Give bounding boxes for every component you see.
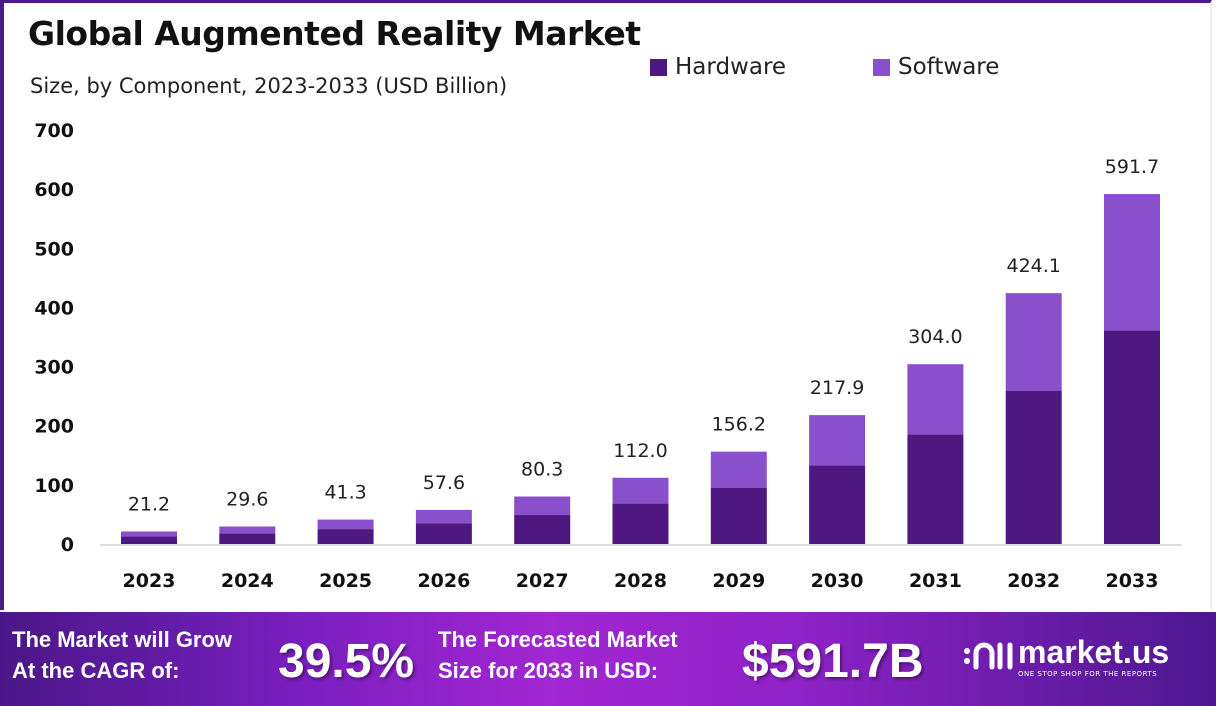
- forecast-caption: The Forecasted Market Size for 2033 in U…: [438, 624, 678, 686]
- bar-hardware: [1104, 330, 1160, 544]
- bar-hardware: [514, 515, 571, 544]
- data-label: 217.9: [810, 377, 864, 399]
- data-label: 80.3: [521, 459, 563, 481]
- bar-software: [809, 415, 866, 466]
- footer-banner: The Market will Grow At the CAGR of: 39.…: [0, 612, 1216, 706]
- logo-icon: [964, 642, 1013, 670]
- x-tick-label: 2032: [1007, 570, 1060, 592]
- logo-tagline: ONE STOP SHOP FOR THE REPORTS: [1018, 670, 1158, 678]
- y-tick-label: 700: [34, 120, 74, 142]
- data-label: 304.0: [908, 326, 962, 348]
- data-label: 112.0: [613, 440, 667, 462]
- y-tick-label: 500: [34, 238, 74, 260]
- bar-chart: 0 100 200 300 400 500 600 700 21.2 2023 29.6 2024 41…: [34, 120, 1182, 592]
- bar-software: [1005, 293, 1062, 391]
- x-tick-label: 2031: [909, 570, 962, 592]
- data-label: 591.7: [1105, 156, 1159, 178]
- forecast-value: $591.7B: [742, 635, 924, 688]
- bar-hardware: [710, 487, 767, 544]
- legend-label-software: Software: [898, 54, 1000, 80]
- x-tick-label: 2030: [811, 570, 864, 592]
- legend-swatch-hardware: [650, 58, 667, 76]
- x-tick-label: 2028: [614, 570, 667, 592]
- cagr-caption-line1: The Market will Grow: [12, 627, 233, 652]
- y-tick-label: 600: [34, 179, 74, 201]
- logo-name: market.us: [1018, 634, 1170, 670]
- bar-software: [907, 364, 964, 435]
- bar-software: [1104, 194, 1160, 331]
- legend-swatch-software: [873, 58, 890, 76]
- bar-software: [710, 451, 767, 488]
- x-tick-label: 2026: [417, 570, 470, 592]
- legend-item-hardware: Hardware: [650, 54, 786, 80]
- bar-software: [514, 496, 571, 516]
- data-label: 29.6: [226, 488, 268, 510]
- x-tick-label: 2024: [221, 570, 274, 592]
- bar-hardware: [1005, 390, 1062, 544]
- bar-hardware: [907, 434, 964, 544]
- y-tick-label: 0: [61, 534, 74, 556]
- chart-title: Global Augmented Reality Market: [28, 14, 641, 53]
- bar-software: [612, 477, 669, 504]
- cagr-caption: The Market will Grow At the CAGR of:: [12, 624, 232, 686]
- bar-hardware: [612, 503, 669, 544]
- x-tick-label: 2033: [1106, 570, 1159, 592]
- bar-software: [219, 526, 276, 534]
- bar-software: [121, 531, 177, 537]
- data-label: 57.6: [423, 472, 465, 494]
- bar-hardware: [415, 523, 472, 544]
- bar-hardware: [809, 465, 866, 544]
- data-label: 41.3: [324, 482, 366, 504]
- y-tick-label: 400: [34, 297, 74, 319]
- chart-frame: [0, 0, 1212, 610]
- bar-software: [415, 509, 472, 524]
- legend-item-software: Software: [873, 54, 999, 80]
- data-label: 156.2: [712, 414, 766, 436]
- x-tick-label: 2027: [516, 570, 569, 592]
- bar-hardware: [121, 536, 177, 544]
- bar-hardware: [317, 529, 374, 544]
- data-label: 424.1: [1006, 255, 1060, 277]
- data-label: 21.2: [128, 493, 170, 515]
- bar-software: [317, 519, 374, 530]
- market-us-logo: market.us ONE STOP SHOP FOR THE REPORTS: [962, 636, 1169, 678]
- x-tick-label: 2025: [319, 570, 372, 592]
- x-tick-label: 2029: [712, 570, 765, 592]
- cagr-caption-line2: At the CAGR of:: [12, 658, 180, 683]
- cagr-value: 39.5%: [278, 635, 415, 688]
- forecast-caption-line1: The Forecasted Market: [438, 627, 678, 652]
- y-tick-label: 300: [34, 357, 74, 379]
- bar-hardware: [219, 533, 276, 544]
- y-tick-label: 200: [34, 416, 74, 438]
- chart-subtitle: Size, by Component, 2023-2033 (USD Billi…: [30, 74, 508, 98]
- forecast-caption-line2: Size for 2033 in USD:: [438, 658, 659, 683]
- x-tick-label: 2023: [123, 570, 176, 592]
- legend-label-hardware: Hardware: [675, 54, 787, 80]
- y-tick-label: 100: [34, 475, 74, 497]
